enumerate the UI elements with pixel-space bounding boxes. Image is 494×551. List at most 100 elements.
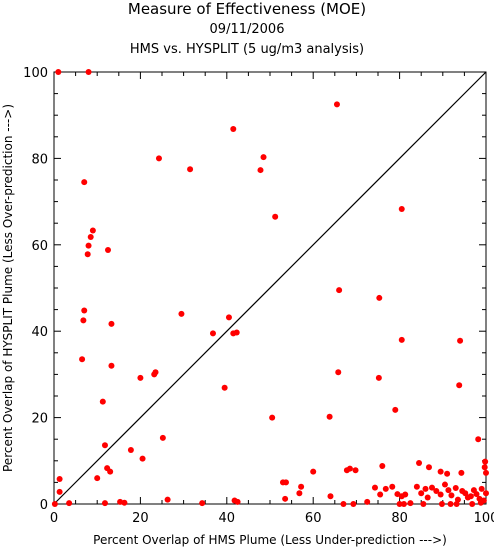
data-point	[469, 501, 476, 507]
data-point	[437, 468, 444, 475]
chart-subtitle: HMS vs. HYSPLIT (5 ug/m3 analysis)	[129, 42, 365, 57]
data-point	[379, 462, 386, 469]
data-point	[81, 179, 88, 186]
chart-title: Measure of Effectiveness (MOE)	[127, 0, 367, 18]
data-point	[382, 485, 389, 492]
data-point	[81, 307, 88, 314]
data-point	[453, 501, 460, 507]
data-point	[326, 413, 333, 420]
data-point	[101, 500, 108, 507]
data-point	[51, 501, 58, 507]
data-point	[377, 491, 384, 498]
reference-line	[53, 71, 487, 505]
data-point	[127, 447, 134, 453]
data-point	[85, 242, 92, 249]
data-point	[438, 501, 445, 507]
data-point	[272, 213, 279, 220]
data-point	[66, 500, 73, 507]
y-tick-label: 0	[40, 498, 48, 513]
data-point	[159, 434, 166, 441]
data-point	[364, 498, 371, 505]
data-point	[482, 458, 489, 465]
data-point	[340, 501, 347, 507]
data-point	[475, 436, 482, 443]
data-point	[107, 468, 114, 475]
data-point	[376, 294, 383, 301]
data-point	[56, 488, 63, 495]
data-point	[233, 329, 240, 336]
data-point	[336, 287, 343, 294]
data-point	[478, 485, 485, 492]
data-point	[444, 470, 451, 477]
data-point	[310, 468, 317, 475]
data-point	[234, 498, 241, 505]
data-point	[225, 314, 232, 321]
x-tick-label: 80	[391, 511, 408, 526]
data-point	[335, 369, 342, 376]
data-point	[458, 469, 465, 476]
data-point	[282, 495, 289, 502]
data-point	[296, 490, 303, 497]
data-point	[298, 483, 305, 490]
data-point	[483, 490, 489, 497]
data-point	[230, 126, 237, 133]
data-point	[396, 501, 403, 507]
data-point	[260, 154, 267, 161]
y-axis-label: Percent Overlap of HYSPLIT Plume (Less O…	[1, 104, 15, 472]
data-point	[400, 501, 407, 507]
data-point	[164, 496, 171, 503]
data-point	[418, 490, 425, 497]
data-point	[398, 205, 405, 212]
data-point	[105, 246, 111, 253]
data-point	[155, 155, 162, 162]
data-point	[269, 414, 276, 421]
data-point	[457, 337, 464, 344]
data-point	[101, 442, 108, 449]
axis-ticks: 0 20 40 60 80 100 0 20 40 60 80 100	[23, 66, 494, 526]
data-point	[429, 484, 435, 491]
data-point	[178, 310, 185, 317]
data-point	[420, 501, 427, 507]
data-point	[441, 481, 448, 488]
data-point	[87, 234, 94, 241]
data-point	[371, 484, 378, 491]
data-point	[137, 374, 144, 381]
data-point	[398, 336, 405, 343]
data-point	[445, 487, 452, 494]
y-tick-label: 60	[31, 239, 48, 254]
data-point	[152, 369, 159, 376]
data-point	[99, 398, 106, 405]
data-point	[108, 320, 115, 327]
x-tick-label: 20	[132, 511, 149, 526]
data-point	[433, 488, 440, 495]
data-point	[392, 406, 399, 413]
data-point	[84, 251, 91, 258]
data-point	[416, 459, 423, 466]
data-point	[257, 167, 264, 174]
data-point	[473, 491, 480, 498]
data-point	[483, 469, 489, 476]
data-point	[413, 483, 420, 490]
data-point	[139, 455, 146, 462]
data-point	[89, 227, 96, 234]
data-point	[448, 492, 455, 499]
data-point	[452, 485, 459, 492]
data-point	[333, 101, 340, 108]
data-point	[209, 330, 216, 337]
data-point	[108, 362, 115, 369]
data-point	[346, 465, 353, 472]
data-point	[437, 491, 444, 498]
data-point	[94, 475, 101, 482]
y-tick-label: 80	[31, 152, 48, 167]
data-point	[462, 490, 469, 497]
data-point	[456, 382, 463, 389]
data-point	[327, 493, 334, 500]
x-axis-label: Percent Overlap of HMS Plume (Less Under…	[93, 533, 447, 547]
data-point	[481, 464, 488, 471]
data-point	[56, 475, 63, 482]
data-point	[477, 499, 484, 506]
y-tick-label: 100	[23, 66, 48, 81]
data-point	[352, 467, 359, 474]
data-point	[447, 501, 454, 507]
